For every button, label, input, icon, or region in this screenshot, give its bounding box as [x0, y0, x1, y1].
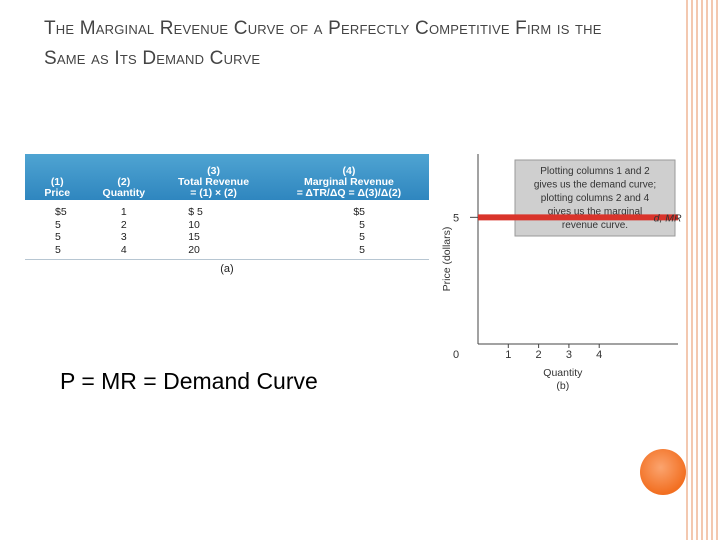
annotation-line: revenue curve. [562, 220, 628, 231]
cell-quantity: 4 [89, 243, 159, 260]
header-mr-formula: = ΔTR/ΔQ = Δ(3)/Δ(2) [296, 187, 402, 199]
cell-price: 5 [55, 218, 61, 231]
cell-marginal-revenue: 5 [268, 243, 429, 260]
header-price-num: (1) [50, 176, 64, 188]
header-mr-label: Marginal Revenue [304, 176, 394, 188]
cell-total-revenue: 10 [188, 218, 200, 231]
header-quantity-label: Quantity [102, 187, 146, 199]
x-axis-label: Quantity [543, 367, 583, 379]
annotation-line: gives us the demand curve; [534, 180, 656, 191]
slide-title: The Marginal Revenue Curve of a Perfectl… [44, 18, 602, 69]
cell-marginal-revenue: 5 [359, 231, 365, 243]
orange-dot-decoration [640, 449, 686, 495]
header-tr-num: (3) [207, 165, 220, 177]
header-price-label: Price [44, 187, 71, 199]
x-tick-label: 3 [566, 349, 572, 361]
chart-caption: (b) [556, 380, 569, 392]
cell-total-revenue: 20 [158, 243, 269, 260]
cell-quantity: 2 [120, 218, 127, 231]
cell-quantity: 1 [120, 206, 127, 218]
decorative-stripes [686, 0, 720, 540]
header-tr-label: Total Revenue [178, 176, 250, 188]
x-tick-label: 4 [596, 349, 602, 361]
table-row: 5 3 15 5 [25, 231, 429, 244]
x-tick-label: 1 [505, 349, 511, 361]
header-mr-num: (4) [342, 165, 356, 177]
revenue-table: (1) Price (2) Quantity (3) Total Revenue… [25, 154, 429, 260]
header-quantity: (2) Quantity [89, 154, 158, 200]
header-total-revenue: (3) Total Revenue = (1) × (2) [158, 154, 269, 200]
y-tick-label: 5 [453, 212, 459, 224]
annotation-box [514, 159, 676, 237]
header-marginal-revenue: (4) Marginal Revenue = ΔTR/ΔQ = Δ(3)/Δ(2… [269, 154, 429, 200]
table-row: $5 1 $ 5 $5 [25, 200, 429, 219]
origin-label: 0 [453, 349, 459, 361]
table-row: 5 2 10 5 [25, 219, 429, 232]
x-tick-label: 2 [536, 349, 542, 361]
cell-total-revenue: $ 5 [188, 206, 203, 218]
cell-price: 5 [25, 243, 90, 260]
series-label: d, MR [654, 212, 682, 224]
table-caption: (a) [220, 263, 234, 275]
annotation-line: Plotting columns 1 and 2 [540, 166, 650, 177]
equation-text: P = MR = Demand Curve [60, 368, 318, 394]
annotation-text: Plotting columns 1 and 2 gives us the dem… [534, 166, 656, 231]
header-price: (1) Price [25, 154, 89, 200]
cell-marginal-revenue: $5 [353, 206, 365, 218]
cell-marginal-revenue: 5 [359, 218, 365, 231]
cell-price: 5 [55, 231, 61, 243]
y-axis-label: Price (dollars) [441, 227, 453, 292]
cell-total-revenue: 15 [188, 231, 200, 243]
table-header-row: (1) Price (2) Quantity (3) Total Revenue… [25, 154, 429, 200]
table-row: 5 4 20 5 [25, 243, 429, 260]
header-quantity-num: (2) [117, 176, 131, 188]
cell-price: $5 [55, 206, 67, 218]
revenue-table-panel: (1) Price (2) Quantity (3) Total Revenue… [25, 154, 429, 275]
demand-mr-chart: Plotting columns 1 and 2 gives us the dem… [441, 154, 682, 392]
header-tr-formula: = (1) × (2) [190, 187, 237, 199]
cell-quantity: 3 [120, 231, 127, 243]
annotation-line: gives us the marginal [548, 207, 643, 218]
annotation-line: plotting columns 2 and 4 [541, 193, 650, 204]
